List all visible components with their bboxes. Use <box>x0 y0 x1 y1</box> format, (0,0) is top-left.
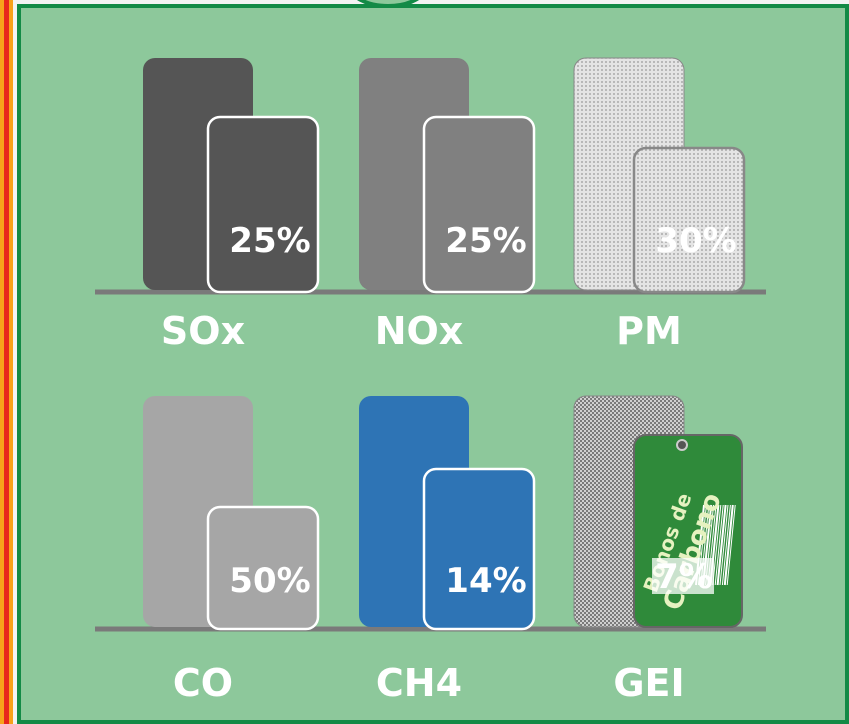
value-text: 14% <box>445 561 526 601</box>
short-bar <box>632 146 746 294</box>
barcode <box>712 504 722 586</box>
barcode <box>726 504 736 586</box>
value-bg <box>652 558 714 594</box>
panel-label: CO <box>173 661 233 705</box>
panel-label: PM <box>616 309 682 353</box>
short-bar <box>206 115 320 294</box>
panel-label: GEI <box>613 661 684 705</box>
short-bar <box>422 467 536 631</box>
value-text: 25% <box>229 221 310 261</box>
panel-label: NOx <box>375 309 464 353</box>
side-stripe-red <box>4 0 9 724</box>
value-text: 50% <box>229 561 310 601</box>
barcode <box>716 504 727 586</box>
value-text: 30% <box>655 221 736 261</box>
value-text: 25% <box>445 221 526 261</box>
barcode <box>721 504 731 586</box>
value-text: 7% <box>655 557 713 597</box>
barcode <box>723 504 734 586</box>
short-bar <box>422 115 536 294</box>
barcode <box>719 504 729 586</box>
tag-hole <box>676 439 688 451</box>
barcode <box>714 504 724 586</box>
panel-label: CH4 <box>376 661 462 705</box>
top-badge <box>356 0 420 8</box>
panel-label: SOx <box>161 309 245 353</box>
short-bar <box>206 505 320 631</box>
